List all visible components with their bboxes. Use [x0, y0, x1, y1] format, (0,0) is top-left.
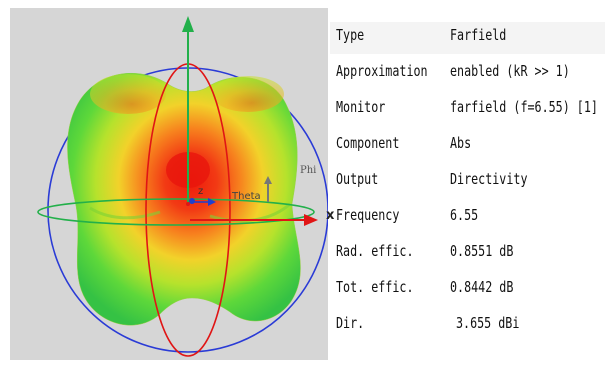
- property-value: 0.8442 dB: [450, 278, 514, 296]
- property-row-dir: Dir. 3.655 dBi: [330, 310, 605, 342]
- property-row-component: Component Abs: [330, 130, 605, 162]
- property-key: Monitor: [336, 98, 386, 116]
- property-key: Dir.: [336, 314, 365, 332]
- property-value: Farfield: [450, 26, 507, 44]
- property-key: Tot. effic.: [336, 278, 414, 296]
- property-row-output: Output Directivity: [330, 166, 605, 198]
- property-value: 0.8551 dB: [450, 242, 514, 260]
- property-key: Frequency: [336, 206, 400, 224]
- property-value: enabled (kR >> 1): [450, 62, 570, 80]
- property-value: farfield (f=6.55) [1]: [450, 98, 598, 116]
- phi-label: Phi: [300, 165, 317, 176]
- property-value: Abs: [450, 134, 472, 152]
- property-key: Output: [336, 170, 379, 188]
- property-value: Directivity: [450, 170, 528, 188]
- property-row-frequency: Frequency 6.55: [330, 202, 605, 234]
- farfield-properties-panel: Type Farfield Approximation enabled (kR …: [330, 22, 605, 362]
- property-key: Component: [336, 134, 400, 152]
- property-key: Type: [336, 26, 365, 44]
- x-axis-label: x: [326, 208, 335, 223]
- property-value: 6.55: [450, 206, 479, 224]
- farfield-3d-viewport[interactable]: z Theta Phi x: [10, 8, 334, 360]
- farfield-plot: [37, 16, 328, 357]
- property-row-type: Type Farfield: [330, 22, 605, 54]
- x-axis-arrow: [304, 214, 318, 226]
- property-row-monitor: Monitor farfield (f=6.55) [1]: [330, 94, 605, 126]
- property-row-rad-effic: Rad. effic. 0.8551 dB: [330, 238, 605, 270]
- property-row-approximation: Approximation enabled (kR >> 1): [330, 58, 605, 90]
- property-key: Rad. effic.: [336, 242, 414, 260]
- theta-label: Theta: [232, 191, 261, 202]
- z-axis-arrow: [182, 16, 194, 32]
- z-axis-label: z: [198, 186, 204, 197]
- green-ring: [37, 198, 315, 226]
- property-key: Approximation: [336, 62, 428, 80]
- property-row-tot-effic: Tot. effic. 0.8442 dB: [330, 274, 605, 306]
- property-value: 3.655 dBi: [456, 314, 520, 332]
